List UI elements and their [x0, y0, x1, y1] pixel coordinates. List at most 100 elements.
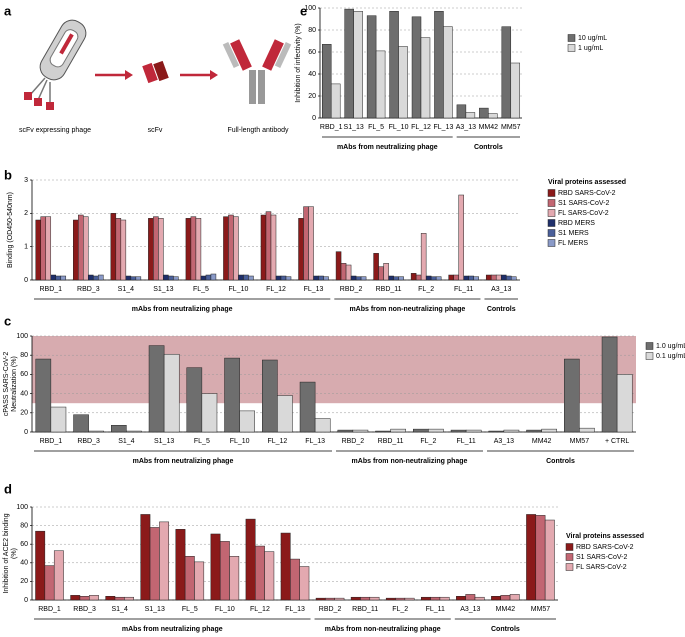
- bar: [35, 358, 52, 433]
- bar: [210, 533, 221, 601]
- legend-label: 10 ug/mL: [578, 35, 607, 42]
- bar: [465, 429, 482, 433]
- bar: [456, 104, 467, 119]
- bar: [248, 275, 254, 281]
- bar: [270, 214, 277, 281]
- legend-label: S1 SARS-CoV-2: [576, 554, 627, 561]
- x-tick-label: MM42: [496, 606, 516, 613]
- y-tick-label: 0: [24, 277, 28, 284]
- x-tick-label: FL_11: [456, 438, 475, 445]
- phage-icon: [24, 19, 87, 110]
- bar: [479, 107, 489, 119]
- bar: [420, 596, 431, 601]
- scfv-icon: [142, 60, 169, 84]
- y-tick-label: 60: [308, 49, 316, 56]
- bar: [303, 206, 309, 281]
- bar: [456, 596, 466, 601]
- legend-swatch: [547, 189, 556, 197]
- bar: [40, 216, 47, 281]
- y-tick-label: 2: [24, 210, 28, 217]
- y-tick-label: 60: [20, 371, 28, 378]
- bar: [120, 219, 127, 281]
- y-tick-label: 100: [16, 333, 28, 340]
- x-tick-label: S1_13: [154, 438, 174, 445]
- bar: [389, 11, 399, 119]
- bar: [264, 551, 275, 601]
- bar: [135, 276, 142, 281]
- panel-label: a: [4, 3, 12, 18]
- bar: [44, 565, 55, 601]
- legend-label: S1 SARS-CoV-2: [558, 200, 609, 207]
- bar: [404, 597, 415, 601]
- y-tick-label: 20: [308, 93, 316, 100]
- x-tick-label: S1_4: [111, 606, 127, 613]
- bar: [448, 274, 454, 281]
- bar: [55, 275, 62, 281]
- bar: [579, 427, 595, 433]
- x-tick-label: RBD_1: [40, 438, 63, 445]
- y-axis-label: Binding (OD450-540nm): [7, 192, 14, 268]
- bar: [458, 194, 464, 281]
- bar: [228, 214, 234, 281]
- bar: [428, 428, 444, 433]
- bar: [60, 275, 67, 281]
- bar: [360, 276, 367, 281]
- y-tick-label: 0: [24, 597, 28, 604]
- bar: [564, 358, 580, 433]
- x-tick-label: RBD_3: [77, 286, 100, 293]
- group-label: mAbs from non-neutralizing phage: [352, 458, 468, 465]
- y-tick-label: 0: [24, 429, 28, 436]
- bar: [385, 597, 396, 601]
- bar: [366, 15, 377, 119]
- bar: [360, 596, 371, 601]
- bar: [541, 428, 557, 433]
- x-tick-label: FL_5: [182, 606, 198, 613]
- bar: [491, 596, 501, 601]
- bar: [184, 556, 195, 601]
- bar: [411, 16, 422, 119]
- panel-label: e: [300, 3, 307, 18]
- y-axis-label: Inhibition of infectivity (%): [295, 23, 302, 102]
- bar: [420, 37, 431, 119]
- bar: [168, 275, 174, 281]
- x-tick-label: FL_10: [229, 286, 249, 293]
- legend-swatch: [547, 209, 556, 217]
- bar: [373, 253, 379, 281]
- x-tick-label: RBD_2: [340, 286, 363, 293]
- bar: [73, 414, 89, 433]
- bar: [130, 276, 137, 281]
- bar: [298, 218, 304, 281]
- x-tick-label: S1_4: [118, 286, 134, 293]
- legend-label: 1 ug/mL: [578, 45, 603, 52]
- bar: [453, 274, 459, 281]
- diagram-label: Full-length antibody: [227, 127, 289, 134]
- y-tick-label: 60: [20, 541, 28, 548]
- bar: [465, 112, 476, 119]
- bar: [98, 274, 104, 281]
- bar: [503, 429, 520, 433]
- bar: [350, 596, 361, 601]
- bar: [238, 274, 244, 281]
- bar: [243, 274, 249, 281]
- x-tick-label: FL_13: [304, 286, 324, 293]
- bar: [535, 515, 546, 601]
- x-tick-label: A3_13: [494, 438, 514, 445]
- bar: [245, 518, 256, 601]
- bar: [490, 274, 497, 281]
- group-label: mAbs from non-neutralizing phage: [349, 306, 465, 313]
- x-tick-label: + CTRL: [605, 438, 629, 445]
- bar: [334, 597, 345, 601]
- legend-swatch: [565, 543, 574, 551]
- bar: [337, 429, 354, 433]
- bar: [111, 425, 127, 433]
- x-tick-label: RBD_1: [39, 286, 62, 293]
- legend-label: FL MERS: [558, 240, 588, 247]
- bar: [50, 406, 67, 433]
- legend-swatch: [567, 44, 576, 52]
- bar: [73, 219, 79, 281]
- x-tick-label: FL_12: [267, 438, 287, 445]
- x-tick-label: RBD_11: [376, 286, 402, 293]
- bar: [148, 218, 154, 281]
- bar: [175, 529, 186, 601]
- bar: [260, 214, 267, 281]
